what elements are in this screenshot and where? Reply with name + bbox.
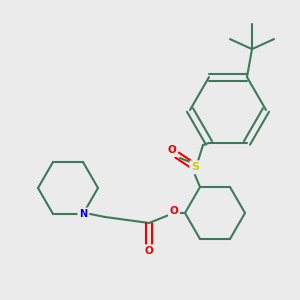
Text: N: N [79,209,87,219]
Text: O: O [169,206,178,216]
Text: S: S [191,162,199,172]
Text: O: O [168,145,176,155]
Text: O: O [145,246,153,256]
